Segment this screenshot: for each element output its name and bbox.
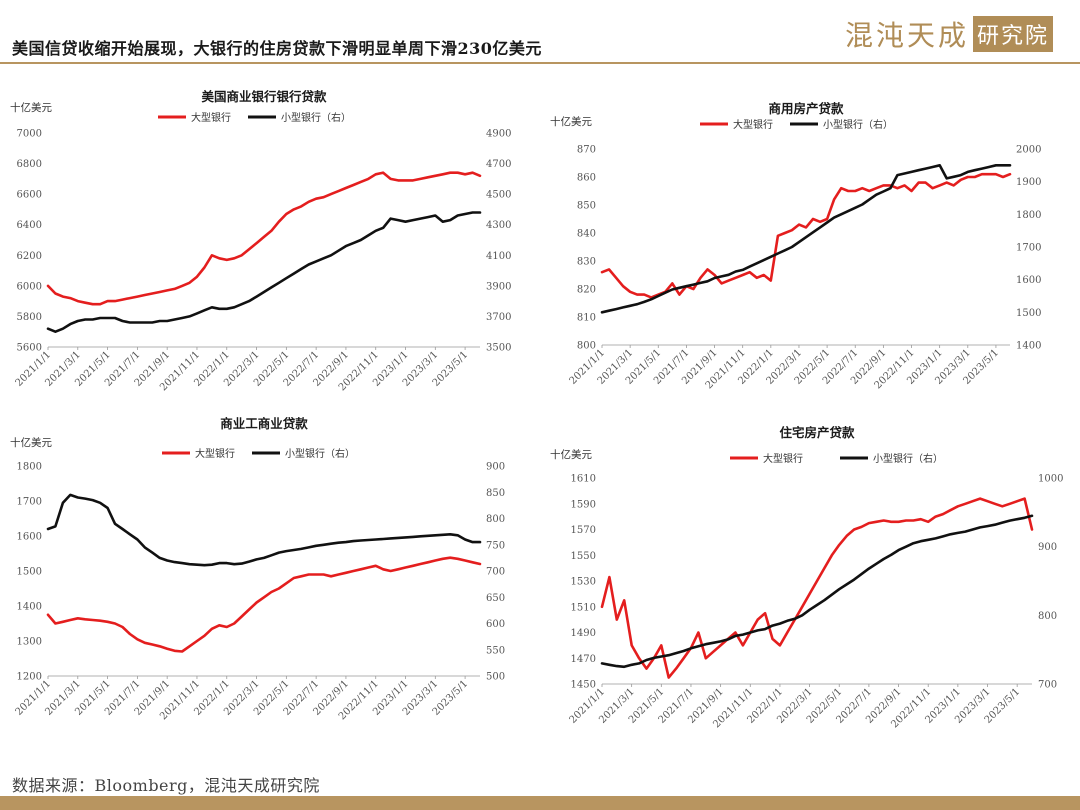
y-tick-label: 850: [577, 201, 596, 212]
y2-tick-label: 1000: [1038, 474, 1063, 485]
y-tick-label: 1450: [571, 680, 596, 691]
y2-tick-label: 850: [486, 488, 505, 499]
y-tick-label: 1800: [17, 462, 42, 473]
series-line-1: [46, 211, 482, 334]
company-logo: 混沌天成 研究院: [845, 14, 1054, 54]
y2-tick-label: 4300: [486, 220, 511, 231]
y-axis-unit: 十亿美元: [10, 436, 52, 449]
chart-title: 美国商业银行银行贷款: [201, 89, 327, 104]
logo-badge: 研究院: [973, 16, 1054, 52]
chart-title: 商业工商业贷款: [220, 416, 308, 431]
y2-tick-label: 3700: [486, 312, 511, 323]
y-tick-label: 800: [577, 341, 596, 352]
series-line-0: [600, 172, 1012, 299]
chart-title: 商用房产贷款: [768, 101, 844, 116]
y2-tick-label: 550: [486, 645, 505, 656]
y-axis-unit: 十亿美元: [10, 101, 52, 114]
y2-tick-label: 900: [1038, 542, 1057, 553]
y2-tick-label: 4700: [486, 159, 511, 170]
y2-tick-label: 4900: [486, 129, 511, 140]
y-tick-label: 830: [577, 257, 596, 268]
legend-label-0: 大型银行: [191, 111, 231, 124]
y-tick-label: 1200: [17, 672, 42, 683]
logo-text: 混沌天成: [845, 19, 970, 52]
y-tick-label: 6400: [17, 220, 42, 231]
legend-label-0: 大型银行: [733, 118, 773, 131]
y-tick-label: 860: [577, 173, 596, 184]
y2-tick-label: 1900: [1016, 177, 1041, 188]
y2-tick-label: 650: [486, 593, 505, 604]
legend-label-0: 大型银行: [195, 447, 235, 460]
y-tick-label: 6600: [17, 190, 42, 201]
legend-label-1: 小型银行（右）: [873, 452, 943, 465]
y-tick-label: 1700: [17, 497, 42, 508]
y-tick-label: 1590: [571, 499, 596, 510]
y2-tick-label: 4500: [486, 190, 511, 201]
y2-tick-label: 1500: [1016, 308, 1041, 319]
y-tick-label: 1490: [571, 628, 596, 639]
footer-bar: [0, 796, 1080, 810]
y2-tick-label: 4100: [486, 251, 511, 262]
series-line-0: [46, 171, 482, 306]
y2-tick-label: 800: [1038, 611, 1057, 622]
series-line-1: [600, 164, 1012, 314]
y2-tick-label: 2000: [1016, 145, 1041, 156]
y-tick-label: 820: [577, 285, 596, 296]
y-tick-label: 840: [577, 229, 596, 240]
y-tick-label: 5600: [17, 343, 42, 354]
y-tick-label: 1300: [17, 637, 42, 648]
y-tick-label: 1470: [571, 654, 596, 665]
y2-tick-label: 800: [486, 514, 505, 525]
series-line-0: [600, 497, 1034, 679]
y-tick-label: 1530: [571, 577, 596, 588]
y-tick-label: 1550: [571, 551, 596, 562]
y-tick-label: 6200: [17, 251, 42, 262]
y-axis-unit: 十亿美元: [550, 115, 592, 128]
y-tick-label: 1610: [571, 474, 596, 485]
y-tick-label: 7000: [17, 129, 42, 140]
y-tick-label: 6000: [17, 281, 42, 292]
y2-tick-label: 700: [1038, 680, 1057, 691]
y-tick-label: 1400: [17, 602, 42, 613]
y2-tick-label: 3500: [486, 343, 511, 354]
series-line-1: [600, 514, 1034, 669]
y-tick-label: 810: [577, 313, 596, 324]
series-line-0: [46, 556, 482, 653]
y-tick-label: 1570: [571, 525, 596, 536]
y2-tick-label: 700: [486, 567, 505, 578]
y2-tick-label: 3900: [486, 281, 511, 292]
chart-title: 住宅房产贷款: [779, 425, 855, 440]
series-line-1: [46, 493, 482, 567]
y-tick-label: 5800: [17, 312, 42, 323]
legend-label-1: 小型银行（右）: [285, 447, 355, 460]
y2-tick-label: 1600: [1016, 275, 1041, 286]
y2-tick-label: 600: [486, 619, 505, 630]
y-tick-label: 1600: [17, 532, 42, 543]
y-axis-unit: 十亿美元: [550, 448, 592, 461]
y-tick-label: 870: [577, 145, 596, 156]
legend-label-1: 小型银行（右）: [281, 111, 351, 124]
y2-tick-label: 1700: [1016, 243, 1041, 254]
y-tick-label: 1500: [17, 567, 42, 578]
y2-tick-label: 750: [486, 540, 505, 551]
data-source-note: 数据来源：Bloomberg，混沌天成研究院: [12, 776, 320, 795]
y2-tick-label: 1400: [1016, 341, 1041, 352]
page-title: 美国信贷收缩开始展现，大银行的住房贷款下滑明显单周下滑230亿美元: [12, 39, 542, 58]
header-divider: [0, 62, 1080, 64]
legend-label-0: 大型银行: [763, 452, 803, 465]
y-tick-label: 6800: [17, 159, 42, 170]
y-tick-label: 1510: [571, 602, 596, 613]
y2-tick-label: 1800: [1016, 210, 1041, 221]
y2-tick-label: 900: [486, 462, 505, 473]
legend-label-1: 小型银行（右）: [823, 118, 893, 131]
y2-tick-label: 500: [486, 672, 505, 683]
